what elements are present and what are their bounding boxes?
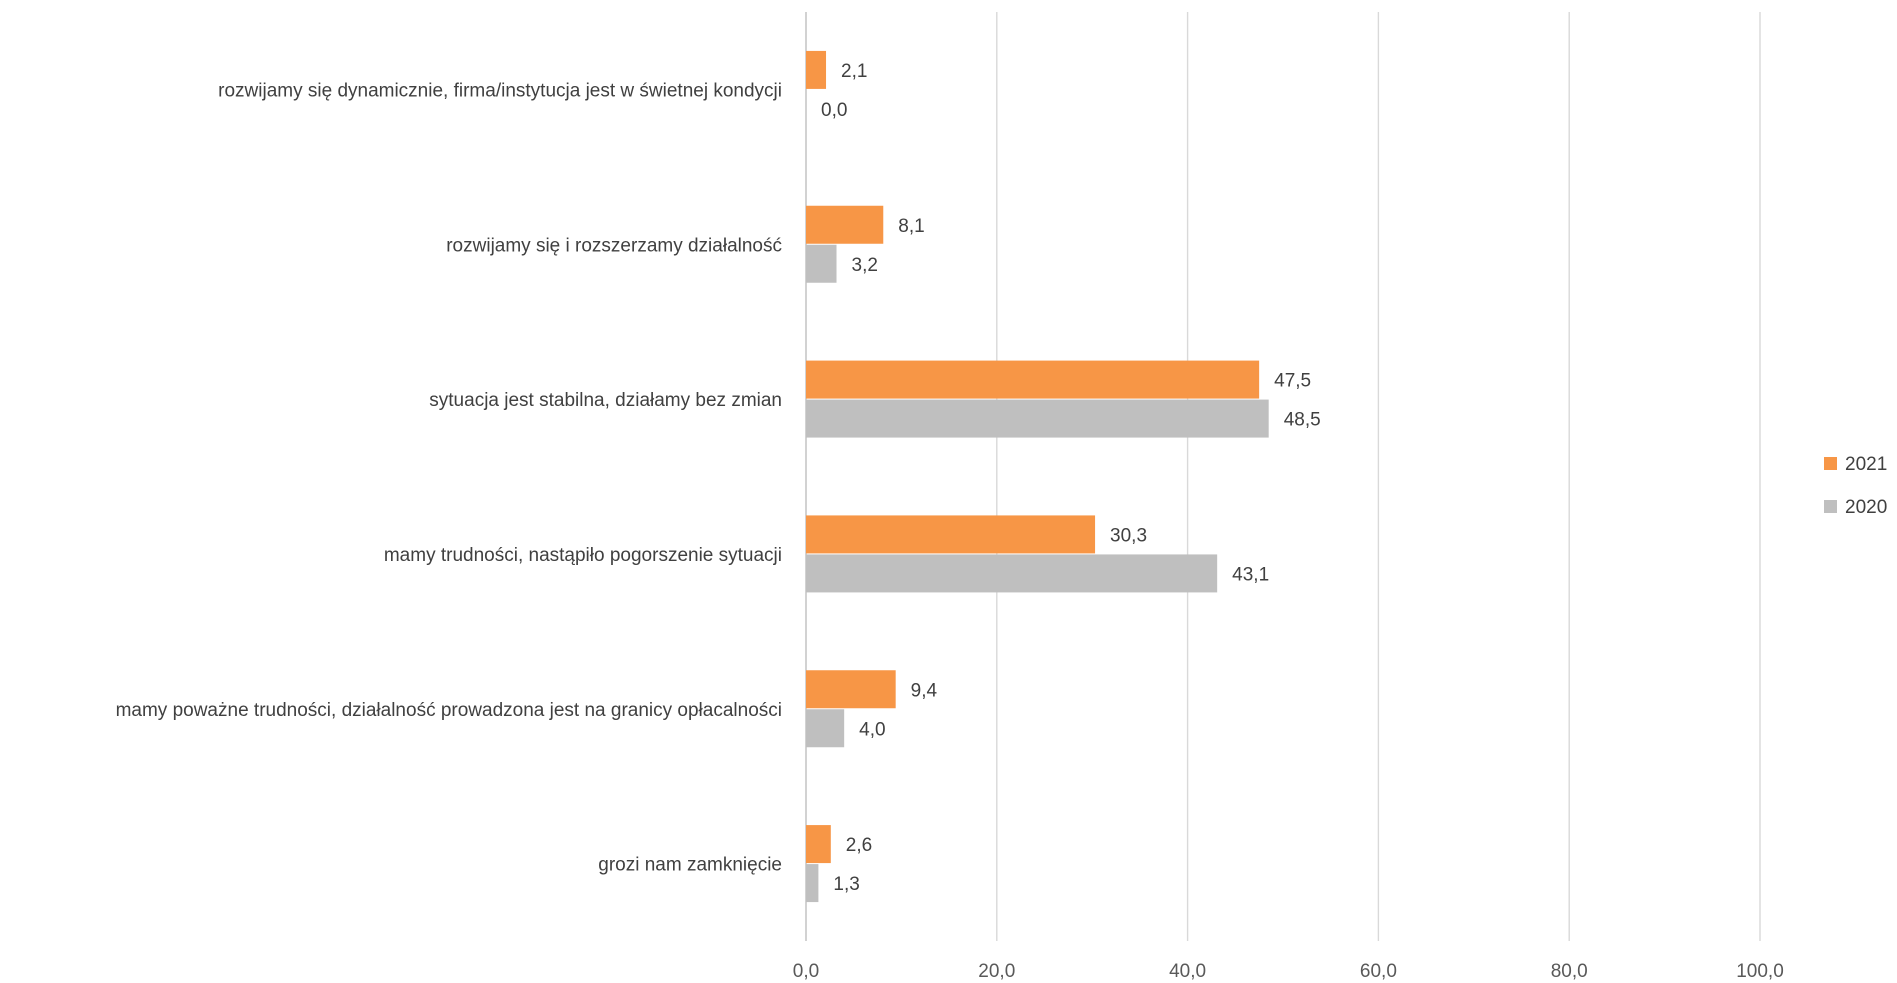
data-label-2021: 2,6 bbox=[846, 835, 872, 856]
x-tick-label: 40,0 bbox=[1169, 961, 1206, 982]
bar-2021 bbox=[806, 515, 1096, 554]
data-label-2020: 48,5 bbox=[1284, 410, 1321, 431]
bar-2020 bbox=[806, 554, 1218, 593]
data-label-2020: 1,3 bbox=[833, 874, 859, 895]
bar-2020 bbox=[806, 709, 845, 748]
data-label-2021: 2,1 bbox=[841, 61, 867, 82]
bar-2021 bbox=[806, 360, 1260, 399]
category-label: mamy trudności, nastąpiło pogorszenie sy… bbox=[384, 545, 782, 566]
category-label: grozi nam zamknięcie bbox=[598, 855, 782, 876]
data-label-2020: 4,0 bbox=[859, 719, 885, 740]
bar-2021 bbox=[806, 50, 827, 89]
data-label-2021: 30,3 bbox=[1110, 525, 1147, 546]
bar-2020 bbox=[806, 864, 819, 903]
bar-2020 bbox=[806, 399, 1269, 438]
category-label: rozwijamy się dynamicznie, firma/instytu… bbox=[218, 80, 782, 101]
legend-swatch-2020 bbox=[1824, 500, 1837, 513]
data-label-2021: 47,5 bbox=[1274, 371, 1311, 392]
legend-label-2020: 2020 bbox=[1845, 497, 1887, 518]
data-label-2020: 3,2 bbox=[852, 255, 878, 276]
bar-2020 bbox=[806, 244, 837, 283]
category-label: rozwijamy się i rozszerzamy działalność bbox=[446, 235, 782, 256]
x-tick-label: 80,0 bbox=[1551, 961, 1588, 982]
bar-2021 bbox=[806, 670, 896, 709]
gridlines bbox=[805, 12, 1761, 941]
legend-label-2021: 2021 bbox=[1845, 454, 1887, 475]
bar-2021 bbox=[806, 205, 884, 244]
bar-2021 bbox=[806, 825, 831, 864]
bars bbox=[806, 50, 1269, 903]
data-label-2021: 9,4 bbox=[911, 680, 938, 701]
data-label-2020: 0,0 bbox=[821, 100, 847, 121]
data-label-2021: 8,1 bbox=[898, 216, 924, 237]
x-tick-label: 0,0 bbox=[793, 961, 819, 982]
x-tick-label: 20,0 bbox=[978, 961, 1015, 982]
category-label: mamy poważne trudności, działalność prow… bbox=[116, 700, 782, 721]
labels: 0,0 20,0 40,0 60,0 80,0 100,0 rozwijamy się dy… bbox=[116, 61, 1784, 982]
legend-swatch-2021 bbox=[1824, 457, 1837, 470]
legend: 2021 2020 bbox=[1824, 454, 1887, 518]
x-tick-label: 60,0 bbox=[1360, 961, 1397, 982]
data-label-2020: 43,1 bbox=[1232, 564, 1269, 585]
category-label: sytuacja jest stabilna, działamy bez zmi… bbox=[429, 390, 782, 411]
x-tick-label: 100,0 bbox=[1736, 961, 1784, 982]
